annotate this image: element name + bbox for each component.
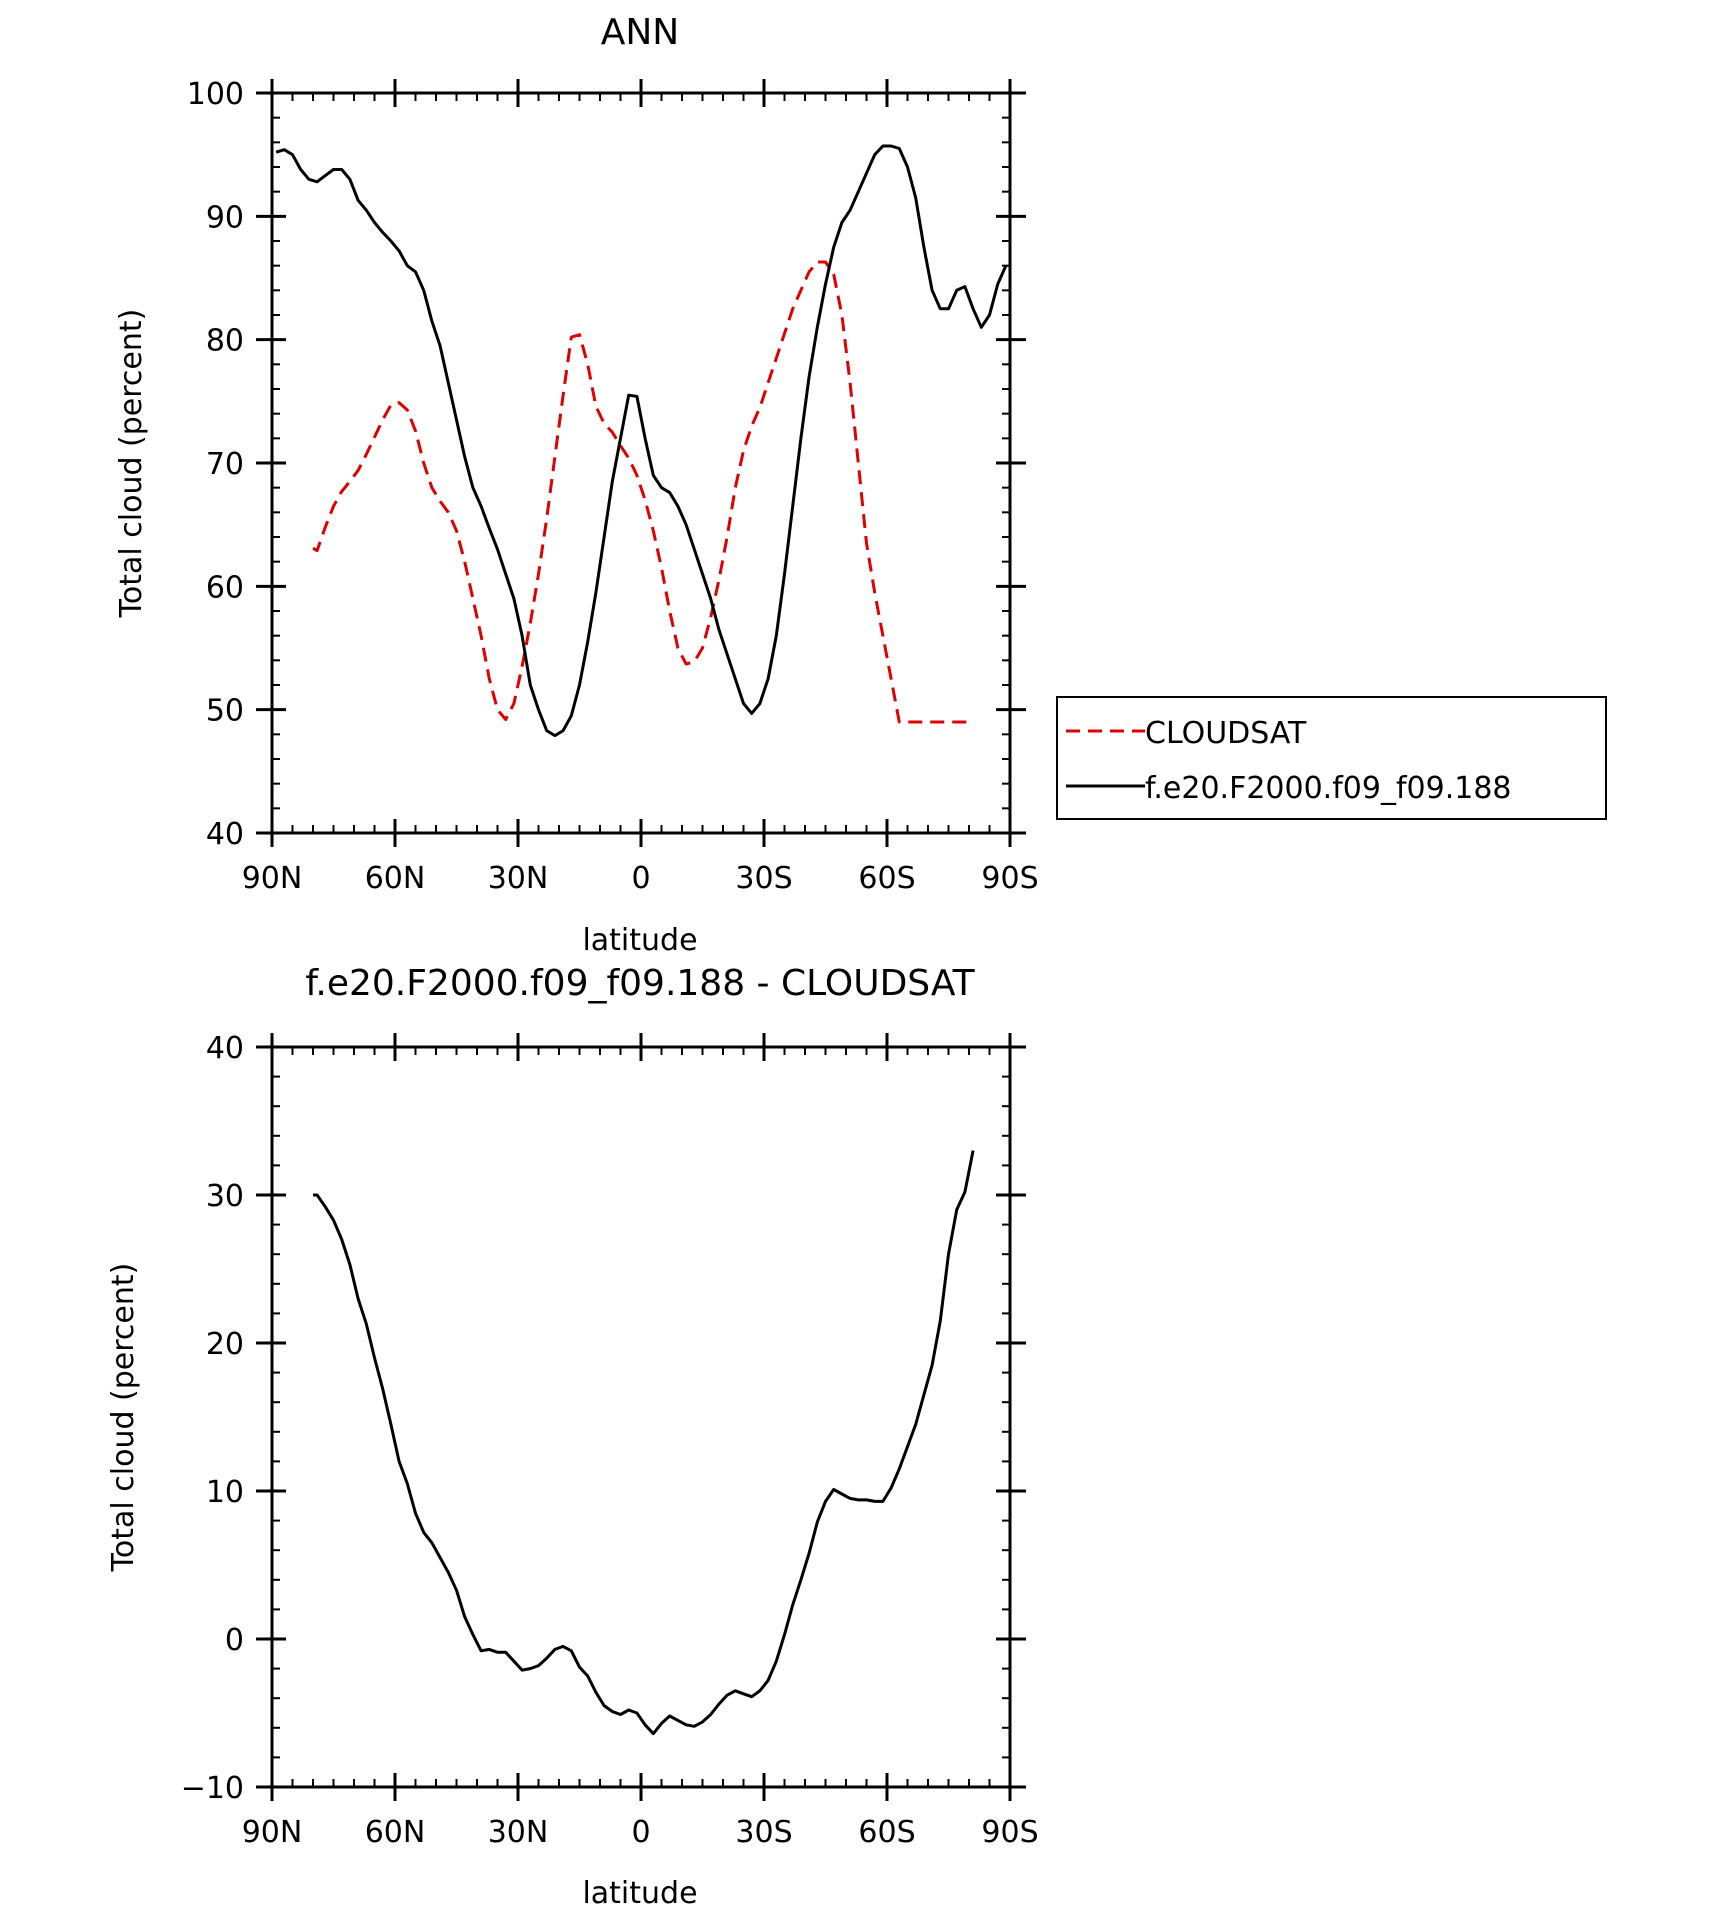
- top-panel-title: ANN: [601, 12, 680, 53]
- top-panel: ANN 90N 60N 30N 0 30S 60S 90S 405060708090100 …: [114, 12, 1607, 958]
- bottom-y-tick-label: −10: [181, 1771, 244, 1806]
- top-y-tick-label: 40: [206, 817, 244, 852]
- bottom-panel: f.e20.F2000.f09_f09.188 - CLOUDSAT 90N 60…: [106, 963, 1039, 1905]
- top-y-tick-label: 60: [206, 570, 244, 605]
- top-y-ticks: 40 50 60 70 80 90 100: [187, 77, 1026, 852]
- top-series-line-f-e20-f2000-f09-f09-188: [275, 144, 1008, 738]
- top-series-group: [275, 144, 1008, 738]
- bottom-x-tick-label: 90N: [242, 1815, 303, 1850]
- bottom-x-ticks: 90N 60N 30N 0 30S 60S 90S: [242, 1033, 1039, 1850]
- top-y-tick-label: 90: [206, 200, 244, 235]
- bottom-y-tick-label: 0: [225, 1623, 244, 1658]
- top-y-tick-label: 100: [187, 77, 244, 112]
- bottom-x-axis-label: latitude: [582, 1876, 697, 1905]
- top-y-tick-label: 80: [206, 324, 244, 359]
- top-x-tick-label: 60S: [858, 861, 915, 896]
- top-y-tick-label: 50: [206, 694, 244, 729]
- bottom-x-tick-label: 30S: [735, 1815, 792, 1850]
- bottom-x-tick-label: 0: [631, 1815, 650, 1850]
- legend: CLOUDSAT f.e20.F2000.f09_f09.188: [1056, 696, 1607, 820]
- bottom-x-tick-label: 90S: [981, 1815, 1038, 1850]
- top-x-axis-label: latitude: [582, 923, 697, 958]
- bottom-y-tick-label: 10: [206, 1475, 244, 1510]
- top-x-tick-label: 90N: [242, 861, 303, 896]
- bottom-y-tick-label: 30: [206, 1179, 244, 1214]
- top-x-tick-label: 30S: [735, 861, 792, 896]
- bottom-series-line-difference: [313, 1150, 975, 1736]
- legend-box: [1056, 696, 1607, 820]
- bottom-x-tick-label: 60S: [858, 1815, 915, 1850]
- legend-label-model: f.e20.F2000.f09_f09.188: [1145, 771, 1512, 806]
- top-x-tick-label: 60N: [365, 861, 426, 896]
- legend-label-cloudsat: CLOUDSAT: [1145, 716, 1307, 751]
- bottom-y-axis-label: Total cloud (percent): [106, 1263, 141, 1573]
- top-y-axis-label: Total cloud (percent): [114, 309, 149, 619]
- top-x-tick-label: 30N: [488, 861, 549, 896]
- top-series-line-cloudsat: [312, 260, 974, 724]
- top-x-tick-label: 0: [631, 861, 650, 896]
- top-x-tick-label: 90S: [981, 861, 1038, 896]
- bottom-y-tick-label: 40: [206, 1031, 244, 1066]
- bottom-panel-title: f.e20.F2000.f09_f09.188 - CLOUDSAT: [305, 963, 975, 1004]
- bottom-series-group: [313, 1150, 975, 1736]
- bottom-x-tick-label: 30N: [488, 1815, 549, 1850]
- top-x-ticks: 90N 60N 30N 0 30S 60S 90S: [242, 79, 1039, 896]
- top-y-tick-label: 70: [206, 447, 244, 482]
- bottom-y-ticks: −10 0 10 20 30 40: [181, 1031, 1026, 1806]
- bottom-x-tick-label: 60N: [365, 1815, 426, 1850]
- bottom-y-tick-label: 20: [206, 1327, 244, 1362]
